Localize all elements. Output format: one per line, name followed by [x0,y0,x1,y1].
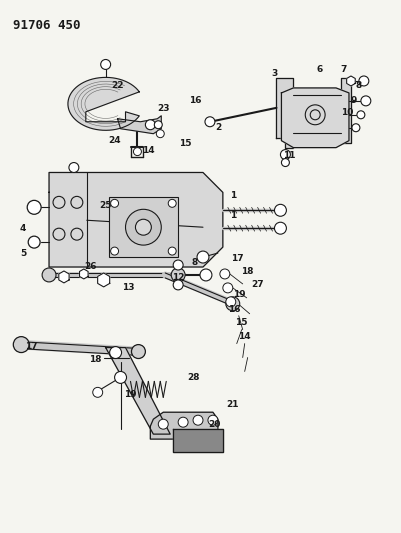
Text: 16: 16 [229,305,241,314]
Text: 2: 2 [215,123,221,132]
Text: 17: 17 [231,254,244,263]
Circle shape [305,105,325,125]
Text: 13: 13 [122,284,135,293]
Circle shape [178,417,188,427]
Text: 18: 18 [89,355,102,364]
Circle shape [126,209,161,245]
Circle shape [154,121,162,129]
Polygon shape [98,273,110,287]
Polygon shape [105,348,170,434]
Text: 3: 3 [271,69,277,77]
Text: 19: 19 [233,290,246,300]
Polygon shape [276,78,351,148]
Text: 21: 21 [227,400,239,409]
Circle shape [53,196,65,208]
Polygon shape [173,429,223,452]
Circle shape [158,419,168,429]
Circle shape [53,228,65,240]
Circle shape [173,280,183,290]
Circle shape [274,204,286,216]
Circle shape [171,268,185,282]
Circle shape [205,117,215,127]
Circle shape [310,110,320,120]
Text: 8: 8 [192,257,198,266]
Circle shape [200,269,212,281]
Text: 12: 12 [172,273,184,282]
Circle shape [134,148,142,156]
Text: 20: 20 [209,419,221,429]
Text: 14: 14 [142,146,155,155]
Circle shape [42,268,56,282]
Circle shape [71,196,83,208]
Text: 8: 8 [356,82,362,91]
Circle shape [136,219,151,235]
Polygon shape [59,271,69,283]
Text: 17: 17 [25,342,38,351]
Circle shape [226,297,236,307]
Text: 25: 25 [99,201,112,210]
Polygon shape [282,88,349,148]
Text: 7: 7 [341,64,347,74]
Circle shape [13,337,29,352]
Text: 16: 16 [189,96,201,106]
Circle shape [109,346,122,359]
Bar [109,197,178,257]
Circle shape [226,297,240,311]
Text: 15: 15 [179,139,191,148]
Circle shape [156,130,164,138]
Circle shape [359,76,369,86]
Circle shape [28,236,40,248]
Circle shape [223,283,233,293]
Circle shape [274,222,286,234]
Text: 19: 19 [124,390,137,399]
Circle shape [168,199,176,207]
Circle shape [101,60,111,69]
Circle shape [132,345,146,359]
Text: 11: 11 [283,151,296,160]
Circle shape [197,251,209,263]
Circle shape [352,124,360,132]
Text: 91706 450: 91706 450 [13,19,81,33]
Circle shape [280,150,290,159]
Text: 15: 15 [235,318,248,327]
Circle shape [220,269,230,279]
Circle shape [111,199,119,207]
Text: 9: 9 [351,96,357,106]
Polygon shape [117,116,161,134]
Circle shape [208,415,218,425]
Circle shape [282,158,290,166]
Circle shape [146,120,155,130]
Text: 1: 1 [230,191,236,200]
Text: 27: 27 [251,280,264,289]
Circle shape [193,415,203,425]
Text: 18: 18 [241,268,254,277]
Text: 22: 22 [111,82,124,91]
Text: 26: 26 [85,262,97,271]
Text: 5: 5 [20,248,26,257]
Circle shape [71,228,83,240]
Polygon shape [49,173,223,267]
Text: 14: 14 [238,332,251,341]
Circle shape [93,387,103,397]
Polygon shape [79,269,88,279]
Circle shape [69,163,79,173]
Circle shape [111,247,119,255]
Text: 24: 24 [108,136,121,145]
Circle shape [173,260,183,270]
Circle shape [168,247,176,255]
Text: 23: 23 [157,104,170,114]
Polygon shape [150,412,218,439]
Circle shape [357,111,365,119]
Text: 4: 4 [20,224,26,233]
Text: 28: 28 [187,373,199,382]
Circle shape [361,96,371,106]
Circle shape [115,372,127,383]
Polygon shape [68,77,139,130]
Circle shape [27,200,41,214]
Text: 10: 10 [341,108,353,117]
Text: 6: 6 [316,64,322,74]
Polygon shape [346,76,355,86]
Text: 1: 1 [230,211,236,220]
